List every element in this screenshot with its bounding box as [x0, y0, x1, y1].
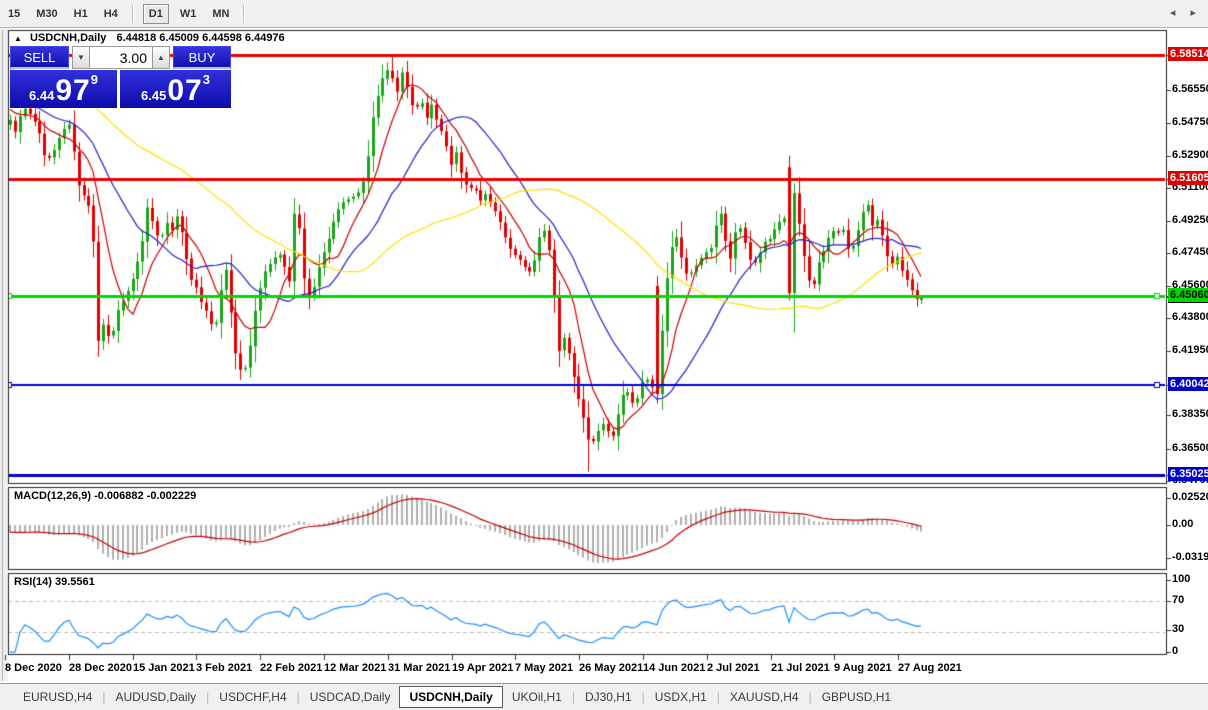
volume-decrease-button[interactable]: ▼	[72, 46, 90, 69]
timeframe-button-H1[interactable]: H1	[73, 7, 88, 20]
buy-button[interactable]: BUY	[173, 46, 231, 69]
sell-price-pips: 97	[55, 74, 91, 107]
tab-separator: |	[641, 690, 645, 704]
date-axis-label: 2 Jul 2021	[707, 662, 760, 674]
date-axis-label: 9 Aug 2021	[834, 662, 892, 674]
macd-axis-label: -0.03198	[1172, 551, 1208, 563]
chart-tab-EURUSD[interactable]: EURUSD,H4	[23, 690, 93, 704]
buy-price-prefix: 6.45	[141, 88, 167, 103]
tab-separator: |	[102, 690, 106, 704]
price-axis-label: 6.38350	[1172, 408, 1208, 420]
price-axis-label: 6.35025	[1168, 467, 1208, 481]
price-axis-label: 6.45060	[1168, 288, 1208, 302]
chart-symbol-period: USDCNH,Daily	[29, 32, 107, 44]
timeframe-toolbar: 15 M30 H1 H4 D1 W1 MN	[0, 0, 1208, 28]
tab-separator: |	[808, 690, 812, 704]
chart-tab-UKOil[interactable]: UKOil,H1	[511, 690, 562, 704]
chart-tab-USDCHF[interactable]: USDCHF,H4	[219, 690, 287, 704]
timeframe-button-H4[interactable]: H4	[103, 7, 118, 20]
one-click-trading-panel: SELL ▼ ▲ BUY 6.44 97 9 6.45 07 3	[10, 46, 231, 108]
price-axis-label: 6.36500	[1172, 442, 1208, 454]
sell-button[interactable]: SELL	[10, 46, 69, 69]
date-axis-label: 22 Feb 2021	[260, 662, 323, 674]
date-axis-label: 26 May 2021	[579, 662, 644, 674]
date-axis-label: 8 Dec 2020	[5, 662, 62, 674]
rsi-axis-label: 100	[1172, 573, 1191, 585]
date-axis-label: 3 Feb 2021	[196, 662, 253, 674]
rsi-axis-label: 70	[1172, 594, 1185, 606]
tab-scroll-arrows-icon[interactable]: ◂ ▸	[1169, 7, 1202, 19]
chart-tab-XAUUSD[interactable]: XAUUSD,H4	[729, 690, 799, 704]
date-axis-label: 27 Aug 2021	[898, 662, 962, 674]
timeframe-button-M30[interactable]: M30	[36, 7, 58, 20]
chart-tab-GBPUSD[interactable]: GBPUSD,H1	[821, 690, 892, 704]
chart-ohlc-values: 6.44818 6.45009 6.44598 6.44976	[116, 32, 285, 44]
toolbar-separator	[243, 4, 246, 23]
date-axis-label: 19 Apr 2021	[452, 662, 514, 674]
buy-price-pips: 07	[167, 74, 203, 107]
price-axis-label: 6.47450	[1172, 246, 1208, 258]
chart-tab-AUDUSD[interactable]: AUDUSD,Daily	[115, 690, 197, 704]
toolbar-separator	[131, 4, 134, 23]
timeframe-button-D1[interactable]: D1	[142, 3, 169, 24]
volume-input[interactable]	[90, 46, 152, 69]
sell-price-prefix: 6.44	[29, 88, 55, 103]
chart-tab-DJ30[interactable]: DJ30,H1	[584, 690, 632, 704]
date-axis-label: 14 Jun 2021	[643, 662, 706, 674]
rsi-axis-label: 0	[1172, 645, 1179, 657]
date-axis-label: 21 Jul 2021	[771, 662, 830, 674]
date-axis-label: 31 Mar 2021	[388, 662, 451, 674]
chart-tab-bar: EURUSD,H4 | AUDUSD,Daily | USDCHF,H4 | USDCAD,…	[0, 683, 1208, 710]
buy-price-display[interactable]: 6.45 07 3	[120, 70, 231, 108]
chart-tab-USDX[interactable]: USDX,H1	[654, 690, 707, 704]
price-axis-label: 6.40042	[1168, 377, 1208, 391]
macd-axis-label: 0.025209	[1172, 491, 1208, 503]
date-axis-label: 12 Mar 2021	[324, 662, 387, 674]
price-axis-label: 6.54750	[1172, 116, 1208, 128]
tab-separator: |	[296, 690, 300, 704]
chart-tab-USDCNH[interactable]: USDCNH,Daily	[399, 686, 503, 708]
price-axis-label: 6.52900	[1172, 149, 1208, 161]
price-axis-label: 6.41950	[1172, 344, 1208, 356]
price-axis-label: 6.43800	[1172, 311, 1208, 323]
timeframe-button-W1[interactable]: W1	[179, 7, 197, 20]
chart-tab-USDCAD[interactable]: USDCAD,Daily	[309, 690, 391, 704]
tab-separator: |	[716, 690, 720, 704]
price-axis-label: 6.51605	[1168, 171, 1208, 185]
rsi-indicator-label: RSI(14) 39.5561	[14, 576, 95, 588]
chart-title: ▲ USDCNH,Daily 6.44818 6.45009 6.44598 6…	[14, 32, 285, 44]
price-axis-label: 6.58514	[1168, 47, 1208, 61]
tab-separator: |	[206, 690, 210, 704]
volume-increase-button[interactable]: ▲	[152, 46, 170, 69]
rsi-axis-label: 30	[1172, 623, 1185, 635]
timeframe-button-15[interactable]: 15	[8, 7, 21, 20]
macd-axis-label: 0.00	[1172, 518, 1194, 530]
sell-price-point: 9	[90, 72, 98, 87]
collapse-triangle-icon[interactable]: ▲	[14, 34, 22, 43]
price-axis-label: 6.56550	[1172, 83, 1208, 95]
date-axis-label: 28 Dec 2020	[69, 662, 132, 674]
date-axis-label: 7 May 2021	[515, 662, 574, 674]
timeframe-button-MN[interactable]: MN	[212, 7, 230, 20]
buy-price-point: 3	[202, 72, 210, 87]
price-axis-label: 6.49250	[1172, 214, 1208, 226]
date-axis-label: 15 Jan 2021	[133, 662, 195, 674]
sell-price-display[interactable]: 6.44 97 9	[10, 70, 117, 108]
chart-canvas[interactable]	[0, 28, 1208, 709]
tab-separator: |	[571, 690, 575, 704]
macd-indicator-label: MACD(12,26,9) -0.006882 -0.002229	[14, 490, 197, 502]
